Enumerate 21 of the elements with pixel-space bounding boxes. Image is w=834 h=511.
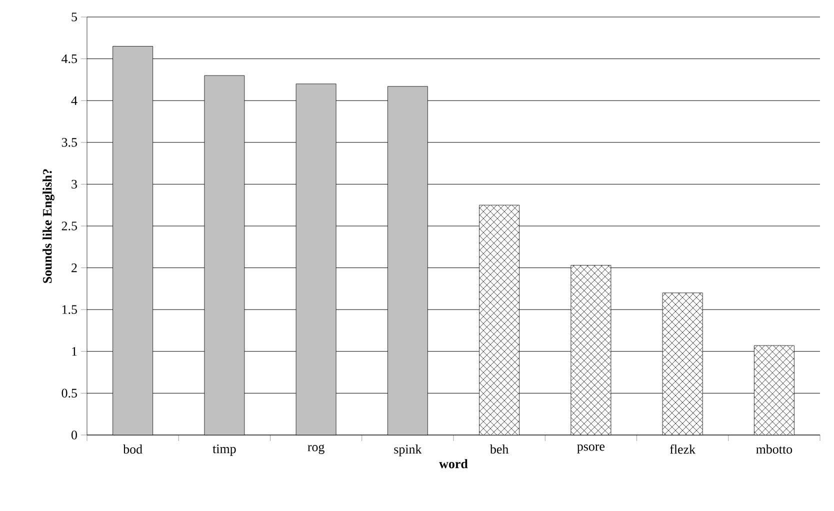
y-tick-label: 2 — [72, 264, 77, 272]
y-tick-label: 1.5 — [62, 305, 77, 314]
x-tick-label: rog — [308, 444, 324, 454]
y-tick-label: 0 — [72, 430, 77, 440]
x-tick-label: bod — [123, 444, 142, 454]
x-tick-label: timp — [212, 444, 236, 456]
x-tick-label: flezk — [670, 444, 696, 454]
y-tick-label: 4.5 — [62, 54, 77, 64]
y-tick-label: 3.5 — [62, 138, 77, 147]
y-tick-label: 3 — [72, 180, 77, 189]
y-axis-title: Sounds like English? — [42, 169, 54, 283]
x-axis-title: word — [439, 459, 468, 468]
x-tick-label: beh — [490, 444, 509, 454]
y-tick-label: 1 — [72, 347, 77, 356]
y-tick-label: 2.5 — [62, 222, 77, 230]
x-tick-label: psore — [577, 444, 605, 454]
x-tick-label: spink — [394, 444, 422, 456]
y-tick-label: 0.5 — [62, 388, 77, 398]
y-tick-label: 5 — [72, 12, 77, 22]
x-tick-label: mbotto — [756, 444, 792, 454]
y-tick-label: 4 — [71, 96, 78, 105]
